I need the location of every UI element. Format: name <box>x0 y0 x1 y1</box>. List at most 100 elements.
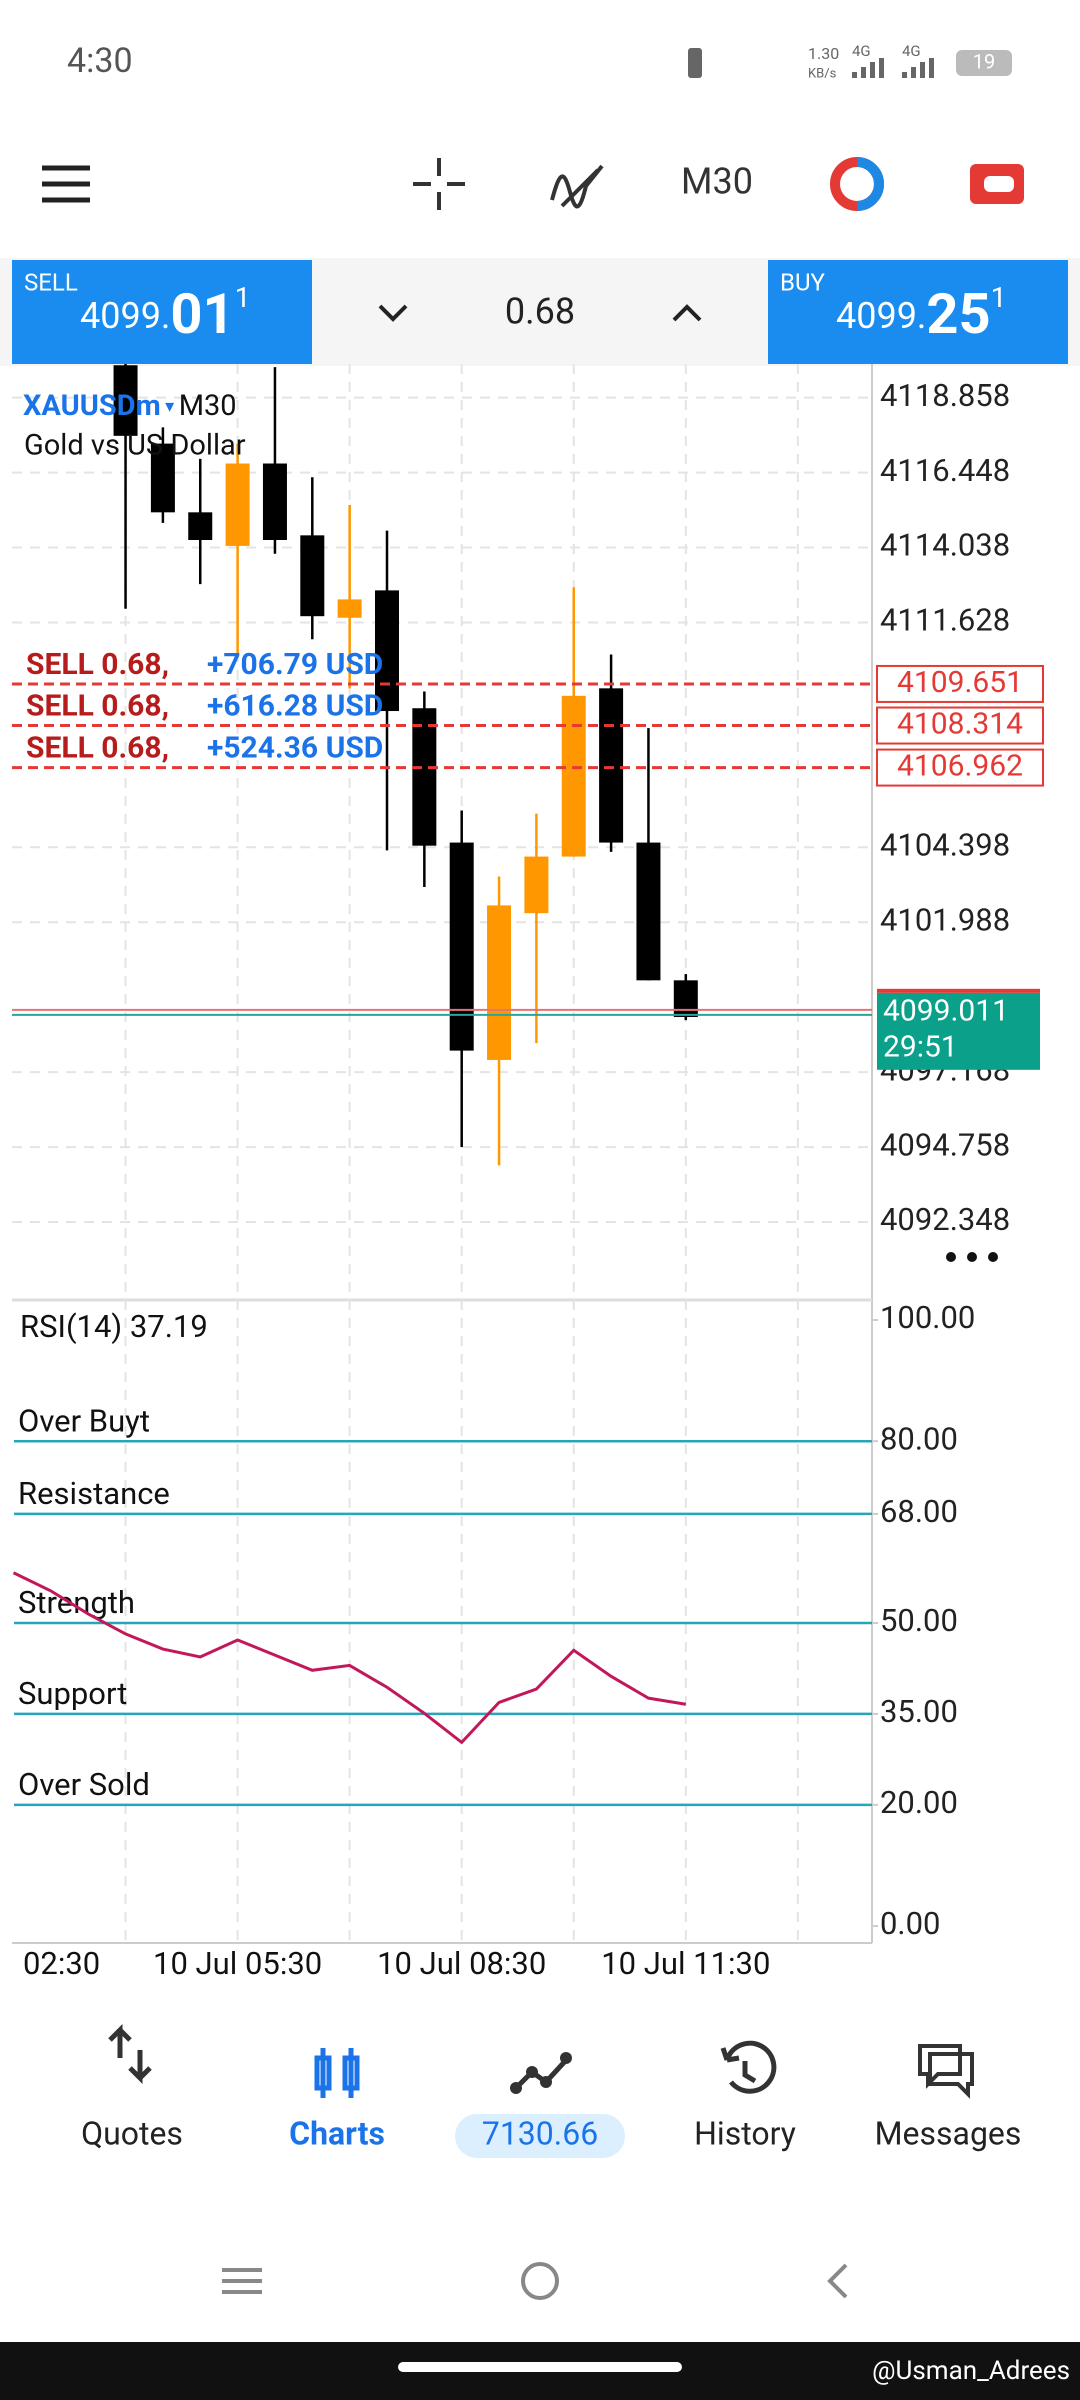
nav-balance[interactable]: 7130.66 <box>482 2114 598 2152</box>
candle-body <box>487 905 512 1060</box>
y-tick-label: 4101.988 <box>880 901 1010 938</box>
nav-history[interactable]: History <box>694 2114 796 2152</box>
candle-body <box>113 365 138 436</box>
y-tick-label: 4116.448 <box>880 452 1010 489</box>
balance-pill[interactable] <box>455 2114 625 2158</box>
candle-body <box>188 512 213 541</box>
order-label: SELL 0.68, <box>26 730 169 765</box>
order-price-box <box>876 706 1044 745</box>
y-tick-label: 4104.398 <box>880 826 1010 863</box>
order-profit: +524.36 USD <box>207 730 383 765</box>
order-price-box <box>876 748 1044 787</box>
timeframe-button[interactable]: M30 <box>681 161 753 203</box>
status-time: 4:30 <box>67 41 133 81</box>
quotes-icon[interactable] <box>108 2023 152 2085</box>
order-price: 4108.314 <box>897 706 1023 741</box>
y-tick-label: 4094.758 <box>880 1126 1010 1163</box>
y-tick-label: 4092.348 <box>880 1201 1010 1238</box>
recents-button[interactable] <box>222 2268 262 2294</box>
history-icon[interactable] <box>720 2040 777 2094</box>
y-tick-label: 20.00 <box>880 1784 958 1821</box>
order-price-box <box>876 664 1044 703</box>
vibrate-icon <box>688 48 702 78</box>
order-label: SELL 0.68, <box>26 688 169 723</box>
home-button[interactable] <box>521 2262 559 2300</box>
sell-price: 4099.011 <box>80 281 250 347</box>
battery-level: 19 <box>973 49 995 73</box>
signal-icon <box>852 58 884 78</box>
order-price: 4106.962 <box>897 748 1023 783</box>
symbol[interactable]: XAUUSDm ▾ M30 <box>23 389 237 423</box>
symbol-description: Gold vs US Dollar <box>24 429 246 463</box>
net-type: 4G <box>902 42 921 60</box>
trade-icon[interactable] <box>514 2056 570 2090</box>
candle-body <box>337 599 362 618</box>
messages-icon[interactable] <box>918 2044 974 2099</box>
y-tick-label: 100.00 <box>880 1299 975 1336</box>
level-label: Support <box>18 1675 127 1712</box>
y-tick-label: 4118.858 <box>880 377 1010 414</box>
net-speed-unit: KB/s <box>808 66 837 81</box>
buy-price: 4099.251 <box>836 281 1006 347</box>
back-button[interactable] <box>827 2263 848 2299</box>
indicators-icon[interactable] <box>550 164 604 209</box>
watermark: @Usman_Adrees <box>872 2356 1070 2386</box>
sell-label: SELL <box>24 268 78 296</box>
more-dot[interactable] <box>988 1252 998 1262</box>
rsi-line <box>12 1571 687 1745</box>
nav-charts[interactable]: Charts <box>289 2114 385 2152</box>
indicator-title: RSI(14) 37.19 <box>20 1308 208 1345</box>
objects-icon[interactable] <box>856 157 884 211</box>
volume[interactable]: 0.68 <box>505 291 575 333</box>
net-type: 4G <box>852 42 871 60</box>
candle-body <box>262 463 287 541</box>
price-box <box>877 992 1040 1070</box>
nav-quotes[interactable]: Quotes <box>81 2114 183 2152</box>
order-label: SELL 0.68, <box>26 647 169 682</box>
candle-countdown: 29:51 <box>883 1030 958 1065</box>
charts-icon[interactable] <box>314 2048 360 2098</box>
nav-messages[interactable]: Messages <box>875 2114 1022 2152</box>
level-label: Over Sold <box>18 1766 150 1803</box>
y-tick-label: 80.00 <box>880 1420 958 1457</box>
candle-body <box>561 695 586 857</box>
buy-button[interactable] <box>768 260 1068 364</box>
candle-body <box>524 856 549 914</box>
trade-icon[interactable] <box>984 176 1014 192</box>
candle-body <box>412 708 437 846</box>
candle-body <box>150 443 175 513</box>
candle-body <box>449 842 474 1051</box>
candle-body <box>225 463 250 546</box>
level-label: Resistance <box>18 1475 170 1512</box>
price-box-top <box>877 988 1040 993</box>
candle-body <box>636 842 661 981</box>
x-tick-label: 10 Jul 08:30 <box>377 1945 546 1982</box>
gesture-bar <box>398 2362 682 2372</box>
candle-body <box>673 980 698 1018</box>
candle-body <box>300 535 325 617</box>
chart-area: 4118.858 4116.448 4114.038 4111.628 4104.398… <box>12 364 1044 1982</box>
y-tick-label: 68.00 <box>880 1493 958 1530</box>
x-tick-label: 02:30 <box>23 1945 100 1982</box>
candle-body <box>375 590 399 712</box>
order-price: 4109.651 <box>897 665 1023 700</box>
more-dot[interactable] <box>946 1252 956 1262</box>
volume-down[interactable] <box>378 304 408 322</box>
current-price: 4099.011 <box>883 994 1009 1029</box>
volume-up[interactable] <box>672 304 702 322</box>
menu-icon[interactable] <box>42 165 90 203</box>
x-tick-label: 10 Jul 05:30 <box>153 1945 322 1982</box>
battery-icon <box>956 50 1012 76</box>
more-dot[interactable] <box>967 1252 977 1262</box>
sell-button[interactable] <box>12 260 312 364</box>
y-tick-label: 0.00 <box>880 1905 940 1942</box>
level-label: Over Buyt <box>18 1402 150 1439</box>
order-profit: +706.79 USD <box>207 647 383 682</box>
level-label: Strength <box>18 1584 135 1621</box>
candles <box>113 364 698 1166</box>
signal-icon <box>902 58 934 78</box>
y-tick-label: 4111.628 <box>880 602 1010 639</box>
crosshair-icon[interactable] <box>413 158 465 210</box>
